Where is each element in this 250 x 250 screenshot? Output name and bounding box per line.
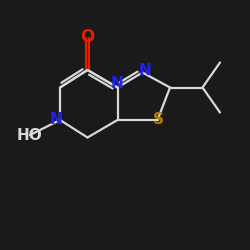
Text: O: O (80, 28, 94, 46)
Text: S: S (153, 112, 164, 128)
Text: N: N (50, 112, 62, 128)
Text: HO: HO (17, 128, 43, 142)
Text: N: N (111, 76, 124, 91)
Text: N: N (138, 62, 151, 78)
